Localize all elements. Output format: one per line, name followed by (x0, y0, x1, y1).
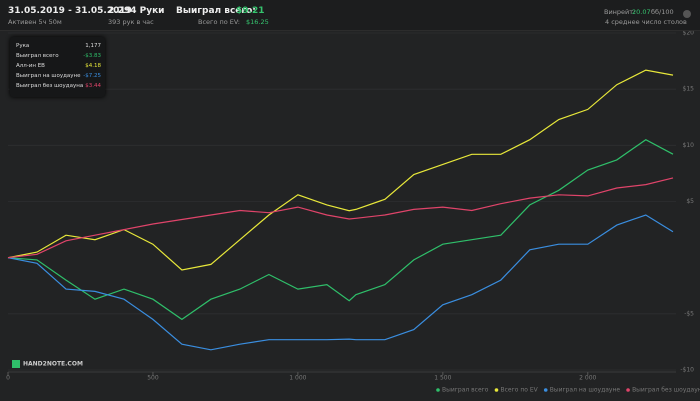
tables: 4 среднее число столов (605, 18, 687, 26)
active-time: Активен 5ч 50м (8, 18, 62, 26)
won-value: $9.21 (236, 6, 265, 16)
tooltip-label: Выиграл на шоудауне (16, 73, 81, 79)
legend-label: Выиграл на шоудауне (550, 387, 621, 394)
logo-text: HAND2NOTE.COM (23, 360, 83, 368)
ev-value: $16.25 (246, 18, 269, 26)
tooltip-value: -$7.25 (83, 73, 101, 79)
hands-per-hour: 393 рук в час (108, 18, 154, 26)
series-line (7, 138, 674, 321)
won-label: Выиграл всего: (176, 6, 256, 16)
tooltip-value: $4.18 (85, 63, 101, 69)
series-line (7, 69, 674, 271)
legend-dot (436, 388, 440, 392)
y-tick-label: $10 (683, 142, 695, 149)
tooltip-label: Рука (16, 43, 30, 49)
x-tick-label: 2 000 (579, 375, 596, 382)
tooltip-row: Алл-ин EВ $4.18 (16, 63, 101, 69)
series-line (7, 214, 674, 351)
tooltip-row: Выиграл всего -$3.83 (16, 53, 101, 59)
ev-label: Всего по EV: (198, 18, 240, 26)
tooltip-value: 1,177 (85, 43, 101, 49)
tooltip-row: Выиграл без шоудауна $3.44 (16, 83, 101, 89)
y-tick-label: -$10 (680, 367, 694, 374)
legend-label: Выиграл без шоудауна (632, 387, 700, 394)
winrate-value: 20.07 (632, 8, 651, 16)
tooltip-label: Выиграл без шоудауна (16, 83, 84, 89)
y-tick-label: -$5 (684, 310, 694, 317)
y-tick-label: $20 (683, 30, 695, 37)
tooltip-label: Выиграл всего (16, 53, 59, 59)
tooltip-row: Выиграл на шоудауне -$7.25 (16, 73, 101, 79)
x-tick-label: 0 (6, 375, 10, 382)
y-tick-label: $5 (686, 198, 694, 205)
tooltip-label: Алл-ин EВ (16, 63, 45, 69)
hands: 2.294 Руки (108, 6, 165, 16)
date-range[interactable]: 31.05.2019 - 31.05.2019 (8, 6, 132, 16)
winrate-unit: бб/100 (651, 8, 674, 16)
legend-dot (543, 388, 548, 392)
tooltip-row: Рука 1,177 (16, 43, 101, 49)
x-tick-label: 1 000 (289, 375, 306, 382)
logo-icon (12, 360, 20, 368)
tooltip: Рука 1,177 Выиграл всего -$3.83 Алл-ин EВ $4.… (10, 37, 105, 97)
x-tick-label: 500 (147, 375, 159, 382)
y-tick-label: $15 (683, 86, 695, 93)
logo: HAND2NOTE.COM (12, 360, 83, 368)
x-tick-label: 1 500 (434, 375, 451, 382)
header: 31.05.2019 - 31.05.2019 Активен 5ч 50м 2… (0, 0, 700, 31)
series-line (7, 177, 674, 259)
legend-label: Выиграл всего (442, 387, 489, 394)
legend-dot (626, 388, 630, 392)
tooltip-value: $3.44 (85, 83, 101, 89)
legend-dot (494, 388, 499, 392)
tooltip-value: -$3.83 (83, 53, 101, 59)
settings-icon[interactable] (683, 10, 691, 18)
winrate-label: Винрейт: (604, 8, 636, 16)
legend-label: Всего по EV (500, 387, 538, 394)
